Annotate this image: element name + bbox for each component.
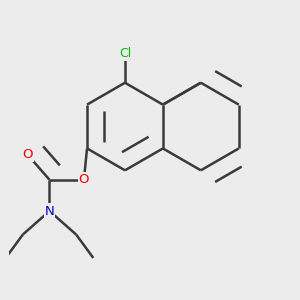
Text: N: N xyxy=(45,205,54,218)
Text: O: O xyxy=(79,173,89,186)
Text: Cl: Cl xyxy=(119,46,131,59)
Text: O: O xyxy=(22,148,33,161)
